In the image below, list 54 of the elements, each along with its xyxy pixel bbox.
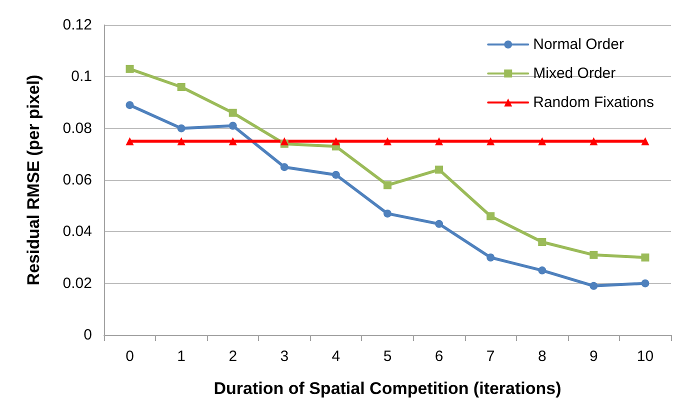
x-tick-label: 9 [590,348,598,365]
y-tick-label: 0 [84,326,92,344]
point [486,212,495,220]
x-tick-label: 2 [228,348,238,365]
legend-label: Random Fixations [533,94,654,111]
x-tick-label: 3 [280,348,289,365]
x-tick-label: 6 [434,348,444,365]
y-axis-title: Residual RMSE (per pixel) [24,74,43,286]
point [177,124,186,132]
point [486,254,495,262]
x-tick-label: 7 [486,348,495,365]
point [486,137,495,146]
point [384,210,392,218]
point [126,101,134,110]
point [332,137,340,146]
point [435,166,444,174]
point [126,64,134,73]
point [590,137,598,146]
y-tick-label: 0.08 [62,120,92,137]
x-tick-label: 5 [383,348,392,365]
point [641,254,650,262]
point [228,122,237,130]
x-tick-label: 10 [636,348,654,365]
point [538,238,546,246]
x-axis-title: Duration of Spatial Competition (iterations) [214,379,562,398]
point [177,83,186,91]
point [435,220,444,228]
point [538,137,546,146]
y-tick-label: 0.04 [62,223,92,240]
point [641,137,650,146]
point [228,137,237,146]
point [228,108,237,117]
point [177,137,186,146]
point [280,137,288,146]
point [126,137,134,146]
point [590,282,598,290]
y-tick-label: 0.06 [62,172,92,188]
point [435,137,444,146]
x-tick-label: 0 [126,348,134,365]
point [641,279,650,288]
point [538,266,546,274]
y-tick-label: 0.02 [62,274,92,292]
x-tick-label: 1 [177,348,186,365]
legend-label: Mixed Order [533,65,616,82]
y-tick-label: 0.12 [62,16,92,34]
x-tick-label: 8 [538,348,546,365]
point [280,163,288,172]
point [384,181,392,190]
point [590,250,598,259]
x-tick-label: 4 [332,348,340,365]
point [332,170,340,179]
y-tick-label: 0.1 [71,68,92,86]
point [384,137,392,146]
legend-label: Normal Order [533,36,624,53]
